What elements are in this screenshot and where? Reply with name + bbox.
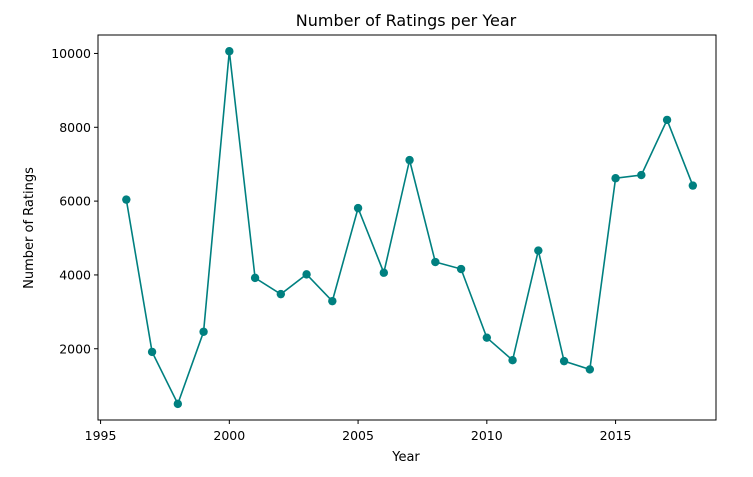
data-point-marker — [122, 195, 131, 204]
data-point-marker — [559, 356, 569, 366]
data-point-marker — [379, 268, 389, 277]
data-point-marker — [611, 174, 620, 183]
data-point-marker — [431, 257, 440, 267]
data-point-marker — [508, 356, 517, 365]
data-point-marker — [302, 270, 311, 279]
data-point-marker — [456, 264, 466, 274]
data-point-marker — [173, 399, 183, 409]
data-point-marker — [147, 347, 157, 357]
data-point-marker — [688, 181, 698, 190]
data-point-marker — [405, 155, 414, 165]
data-point-marker — [250, 273, 260, 283]
x-tick-label: 1995 — [85, 428, 117, 443]
x-tick-label: 2010 — [471, 428, 503, 443]
y-tick-label: 6000 — [59, 194, 91, 209]
data-point-marker — [199, 327, 208, 336]
x-tick-label: 2015 — [600, 428, 632, 443]
x-axis-label: Year — [391, 450, 420, 465]
data-point-marker — [276, 289, 286, 299]
y-tick-label: 4000 — [59, 267, 91, 282]
data-point-marker — [637, 170, 646, 180]
plot-area — [97, 34, 717, 421]
data-point-marker — [482, 333, 492, 342]
x-tick-label: 2005 — [342, 428, 374, 443]
y-axis-label: Number of Ratings — [22, 167, 37, 289]
x-tick-label: 2000 — [213, 428, 245, 443]
data-point-marker — [328, 296, 337, 306]
y-tick-label: 8000 — [59, 120, 91, 135]
y-tick-label: 10000 — [51, 46, 91, 61]
y-tick-label: 2000 — [59, 341, 91, 356]
chart-title: Number of Ratings per Year — [296, 11, 517, 30]
data-point-marker — [662, 115, 672, 125]
data-point-marker — [225, 47, 234, 56]
data-point-marker — [534, 246, 543, 255]
data-point-marker — [353, 203, 363, 213]
data-point-marker — [585, 365, 595, 374]
